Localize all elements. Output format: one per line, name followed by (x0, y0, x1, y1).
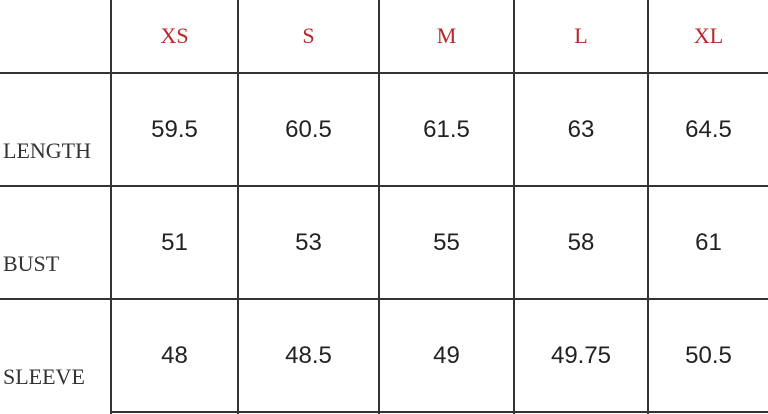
row-label-length: LENGTH (3, 138, 91, 163)
table-cell: 64.5 (685, 115, 732, 143)
row-divider (0, 185, 768, 187)
row-divider (0, 72, 768, 74)
table-cell: 63 (567, 115, 595, 143)
row-divider (0, 298, 768, 300)
column-divider (647, 0, 649, 414)
size-header-s: S (302, 23, 315, 48)
table-cell: 50.5 (685, 341, 732, 369)
size-header-l: L (574, 23, 588, 48)
table-cell: 58 (567, 228, 595, 256)
table-cell: 49.75 (550, 341, 612, 369)
size-header-xs: XS (160, 23, 189, 48)
table-cell: 60.5 (285, 115, 332, 143)
column-divider (237, 0, 239, 414)
table-cell: 55 (433, 228, 460, 256)
column-divider (110, 0, 112, 414)
column-divider (378, 0, 380, 414)
table-cell: 48.5 (285, 341, 332, 369)
table-cell: 61.5 (423, 115, 470, 143)
table-cell: 61 (695, 228, 722, 256)
column-divider (513, 0, 515, 414)
size-header-m: M (436, 23, 457, 48)
row-label-sleeve: SLEEVE (3, 364, 85, 389)
table-cell: 59.5 (151, 115, 198, 143)
table-cell: 51 (161, 228, 188, 256)
row-divider (110, 411, 768, 413)
table-cell: 53 (295, 228, 322, 256)
size-header-xl: XL (693, 23, 724, 48)
table-cell: 48 (161, 341, 188, 369)
row-label-bust: BUST (3, 251, 60, 276)
table-cell: 49 (433, 341, 460, 369)
